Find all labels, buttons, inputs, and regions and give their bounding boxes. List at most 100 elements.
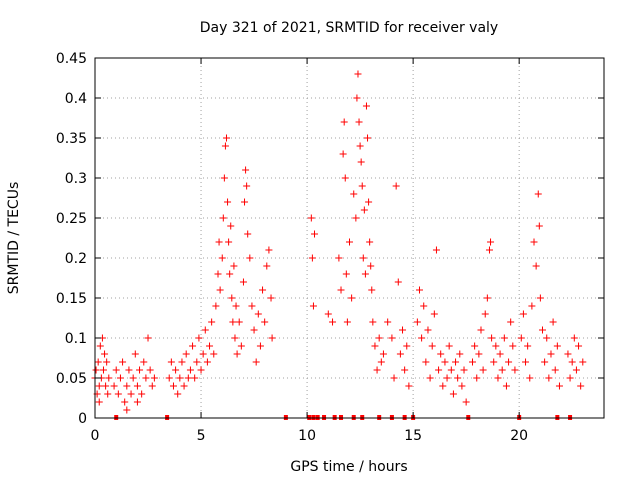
data-point — [144, 334, 152, 342]
data-point — [95, 382, 103, 390]
data-point — [485, 246, 493, 254]
data-point — [148, 382, 156, 390]
data-point — [415, 286, 423, 294]
data-point — [367, 262, 375, 270]
data-point — [396, 350, 404, 358]
data-point — [357, 158, 365, 166]
data-point — [359, 254, 367, 262]
data-point — [479, 366, 487, 374]
data-point — [265, 246, 273, 254]
data-point — [237, 342, 245, 350]
data-point — [426, 374, 434, 382]
data-point — [388, 334, 396, 342]
data-point — [186, 366, 194, 374]
data-point — [231, 334, 239, 342]
data-point — [528, 302, 536, 310]
data-point — [241, 198, 249, 206]
data-point — [340, 118, 348, 126]
data-point — [221, 142, 229, 150]
data-point — [199, 350, 207, 358]
data-point — [362, 102, 370, 110]
data-point — [195, 334, 203, 342]
data-point — [570, 334, 578, 342]
data-point — [114, 390, 122, 398]
data-point — [337, 286, 345, 294]
data-point — [471, 342, 479, 350]
data-point — [475, 350, 483, 358]
data-point — [201, 326, 209, 334]
data-point — [356, 142, 364, 150]
data-point — [549, 318, 557, 326]
data-point — [538, 326, 546, 334]
data-point — [142, 374, 150, 382]
data-point — [401, 366, 409, 374]
data-point — [94, 358, 102, 366]
y-tick-label: 0.2 — [65, 251, 87, 267]
data-point — [243, 182, 251, 190]
data-point — [346, 238, 353, 246]
data-point — [530, 238, 538, 246]
data-point — [430, 310, 438, 318]
data-point — [343, 318, 351, 326]
data-point — [191, 374, 199, 382]
data-point — [500, 334, 508, 342]
data-point — [165, 374, 173, 382]
data-point — [96, 342, 104, 350]
data-point — [150, 374, 158, 382]
y-tick-label: 0.25 — [56, 211, 87, 227]
data-point — [432, 246, 440, 254]
data-point — [379, 350, 387, 358]
data-point — [146, 366, 154, 374]
data-point — [473, 374, 481, 382]
data-point — [116, 374, 124, 382]
data-point — [246, 254, 254, 262]
x-tick-label: 5 — [197, 428, 206, 444]
data-point — [441, 358, 449, 366]
x-tick-label: 15 — [404, 428, 422, 444]
data-point — [420, 302, 428, 310]
data-point — [477, 326, 485, 334]
data-point — [373, 366, 381, 374]
data-point — [524, 342, 532, 350]
data-point — [129, 374, 137, 382]
data-point — [366, 238, 374, 246]
data-point — [369, 318, 377, 326]
data-point — [242, 166, 250, 174]
data-point — [511, 366, 519, 374]
data-point — [125, 366, 133, 374]
data-point — [545, 374, 553, 382]
data-point — [308, 254, 316, 262]
data-point — [405, 382, 413, 390]
data-point — [350, 190, 358, 198]
data-point — [360, 206, 368, 214]
ticks: 0 0.05 0.1 0.15 0.2 0.25 0.3 0.35 0.4 0.45 0 5 10 15 2… — [56, 51, 604, 444]
data-point — [428, 342, 436, 350]
data-point — [418, 334, 426, 342]
data-point — [324, 310, 332, 318]
data-point — [384, 318, 392, 326]
y-tick-label: 0.1 — [65, 331, 87, 347]
data-point — [452, 358, 460, 366]
data-point — [555, 382, 563, 390]
data-point — [445, 342, 453, 350]
data-point — [377, 358, 385, 366]
data-point — [566, 374, 574, 382]
data-point — [449, 390, 457, 398]
data-point — [458, 382, 466, 390]
data-point — [133, 382, 141, 390]
data-point — [220, 174, 228, 182]
y-tick-label: 0.15 — [56, 291, 87, 307]
data-point — [307, 214, 315, 222]
data-point — [212, 302, 220, 310]
data-point — [564, 350, 572, 358]
data-point — [365, 198, 373, 206]
data-point — [110, 382, 118, 390]
y-tick-label: 0 — [78, 411, 87, 427]
data-point — [490, 358, 498, 366]
data-point — [443, 374, 451, 382]
data-point — [447, 366, 455, 374]
data-point — [216, 286, 224, 294]
data-point — [352, 214, 360, 222]
data-point — [92, 366, 100, 374]
y-tick-label: 0.45 — [56, 51, 87, 67]
